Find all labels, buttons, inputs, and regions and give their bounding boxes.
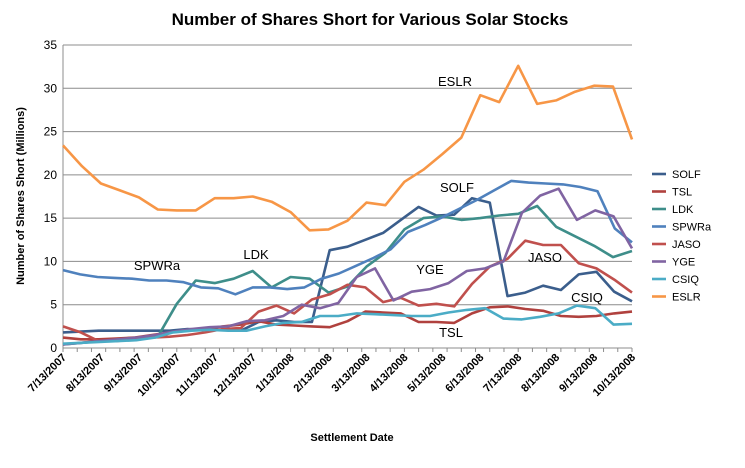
series-lines (62, 64, 634, 346)
y-tick-label: 20 (44, 168, 58, 182)
legend-label-csiq: CSIQ (672, 274, 699, 286)
chart-title: Number of Shares Short for Various Solar… (172, 10, 569, 29)
y-tick-label: 35 (44, 38, 58, 52)
y-tick-label: 30 (44, 81, 58, 95)
y-axis-label: Number of Shares Short (Millions) (15, 107, 27, 285)
annotation-jaso: JASO (528, 250, 562, 265)
series-line-eslr (62, 64, 634, 232)
legend-label-solf: SOLF (672, 169, 701, 181)
x-axis-label: Settlement Date (310, 432, 393, 444)
annotation-spwra: SPWRa (134, 258, 181, 273)
annotation-tsl: TSL (439, 325, 463, 340)
legend-label-jaso: JASO (672, 239, 701, 251)
annotation-solf: SOLF (440, 180, 474, 195)
series-line-spwra (62, 179, 633, 296)
annotation-csiq: CSIQ (571, 290, 603, 305)
y-tick-label: 5 (50, 298, 57, 312)
y-tick-label: 15 (44, 211, 58, 225)
annotation-ldk: LDK (243, 247, 269, 262)
annotation-eslr: ESLR (438, 74, 472, 89)
series-line-solf (62, 196, 633, 334)
legend-label-ldk: LDK (672, 204, 694, 216)
y-tick-labels: 0 5 10 15 20 25 30 35 (44, 38, 58, 355)
legend-label-tsl: TSL (672, 187, 692, 199)
annotation-yge: YGE (416, 262, 444, 277)
series-line-yge (62, 187, 634, 346)
legend-label-spwra: SPWRa (672, 222, 712, 234)
y-tick-label: 25 (44, 125, 58, 139)
legend-label-yge: YGE (672, 257, 695, 269)
legend-label-eslr: ESLR (672, 292, 701, 304)
legend: SOLF TSL LDK SPWRa JASO YGE CSIQ ESLR (652, 169, 712, 304)
axes (62, 45, 633, 352)
gridlines (63, 44, 632, 306)
series-line-csiq (62, 304, 633, 345)
series-annotations: ESLR SOLF SPWRa LDK YGE JASO CSIQ TSL (134, 74, 603, 340)
y-tick-label: 10 (44, 254, 58, 268)
y-tick-label: 0 (50, 341, 57, 355)
